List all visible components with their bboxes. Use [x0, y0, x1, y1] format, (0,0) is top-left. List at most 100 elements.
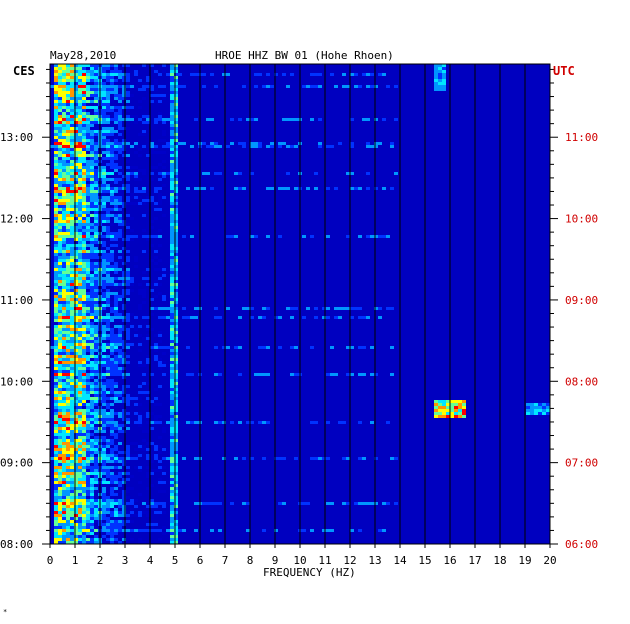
- spectrogram-cell: [74, 325, 78, 328]
- spectrogram-cell: [122, 283, 126, 286]
- spectrogram-cell: [106, 445, 110, 448]
- spectrogram-cell: [154, 388, 158, 391]
- spectrogram-cell: [82, 94, 86, 97]
- spectrogram-cell: [154, 523, 158, 526]
- spectrogram-cell: [74, 427, 78, 430]
- spectrogram-cell: [266, 307, 270, 310]
- spectrogram-cell: [106, 130, 110, 133]
- spectrogram-cell: [462, 403, 466, 406]
- spectrogram-cell: [74, 484, 78, 487]
- spectrogram-cell: [82, 265, 86, 268]
- spectrogram-cell: [162, 151, 166, 154]
- spectrogram-cell: [70, 376, 74, 379]
- spectrogram-cell: [106, 151, 110, 154]
- spectrogram-cell: [174, 298, 178, 301]
- spectrogram-cell: [110, 253, 114, 256]
- spectrogram-cell: [66, 373, 70, 376]
- spectrogram-cell: [86, 502, 90, 505]
- spectrogram-cell: [106, 202, 110, 205]
- spectrogram-cell: [58, 79, 62, 82]
- spectrogram-cell: [114, 88, 118, 91]
- spectrogram-cell: [106, 157, 110, 160]
- spectrogram-cell: [62, 322, 66, 325]
- spectrogram-cell: [162, 364, 166, 367]
- spectrogram-cell: [530, 412, 534, 415]
- spectrogram-cell: [102, 190, 106, 193]
- spectrogram-cell: [90, 142, 94, 145]
- spectrogram-cell: [82, 319, 86, 322]
- spectrogram-cell: [110, 340, 114, 343]
- spectrogram-cell: [66, 100, 70, 103]
- spectrogram-cell: [82, 166, 86, 169]
- spectrogram-cell: [54, 244, 58, 247]
- spectrogram-cell: [122, 460, 126, 463]
- spectrogram-cell: [86, 451, 90, 454]
- spectrogram-cell: [82, 400, 86, 403]
- spectrogram-cell: [74, 391, 78, 394]
- spectrogram-cell: [442, 412, 446, 415]
- spectrogram-cell: [118, 145, 122, 148]
- spectrogram-cell: [170, 316, 174, 319]
- spectrogram-cell: [54, 529, 58, 532]
- spectrogram-cell: [82, 337, 86, 340]
- spectrogram-cell: [66, 406, 70, 409]
- spectrogram-cell: [70, 475, 74, 478]
- spectrogram-cell: [94, 421, 98, 424]
- spectrogram-cell: [206, 502, 210, 505]
- spectrogram-cell: [106, 499, 110, 502]
- spectrogram-cell: [74, 112, 78, 115]
- spectrogram-cell: [86, 424, 90, 427]
- spectrogram-cell: [434, 73, 438, 76]
- spectrogram-cell: [158, 490, 162, 493]
- spectrogram-cell: [290, 373, 294, 376]
- spectrogram-cell: [74, 421, 78, 424]
- spectrogram-cell: [110, 433, 114, 436]
- spectrogram-cell: [458, 400, 462, 403]
- spectrogram-cell: [66, 76, 70, 79]
- spectrogram-cell: [82, 70, 86, 73]
- spectrogram-cell: [58, 298, 62, 301]
- spectrogram-cell: [54, 262, 58, 265]
- spectrogram-cell: [82, 160, 86, 163]
- spectrogram-cell: [90, 376, 94, 379]
- spectrogram-cell: [170, 469, 174, 472]
- spectrogram-cell: [54, 463, 58, 466]
- spectrogram-cell: [66, 268, 70, 271]
- spectrogram-cell: [62, 328, 66, 331]
- spectrogram-cell: [94, 211, 98, 214]
- spectrogram-cell: [126, 334, 130, 337]
- spectrogram-cell: [54, 85, 58, 88]
- spectrogram-cell: [58, 424, 62, 427]
- spectrogram-cell: [174, 163, 178, 166]
- spectrogram-cell: [166, 346, 170, 349]
- spectrogram-cell: [438, 403, 442, 406]
- spectrogram-cell: [174, 358, 178, 361]
- spectrogram-cell: [114, 427, 118, 430]
- spectrogram-cell: [146, 514, 150, 517]
- spectrogram-cell: [70, 490, 74, 493]
- spectrogram-cell: [74, 439, 78, 442]
- spectrogram-cell: [78, 136, 82, 139]
- spectrogram-cell: [358, 421, 362, 424]
- spectrogram-cell: [86, 421, 90, 424]
- spectrogram-cell: [254, 85, 258, 88]
- spectrogram-cell: [306, 307, 310, 310]
- spectrogram-cell: [74, 349, 78, 352]
- spectrogram-cell: [162, 118, 166, 121]
- spectrogram-cell: [54, 418, 58, 421]
- spectrogram-cell: [62, 73, 66, 76]
- spectrogram-cell: [170, 199, 174, 202]
- spectrogram-cell: [118, 133, 122, 136]
- spectrogram-cell: [94, 208, 98, 211]
- spectrogram-cell: [86, 532, 90, 535]
- spectrogram-cell: [106, 205, 110, 208]
- spectrogram-cell: [70, 427, 74, 430]
- spectrogram-cell: [82, 484, 86, 487]
- spectrogram-cell: [94, 382, 98, 385]
- spectrogram-cell: [130, 325, 134, 328]
- spectrogram-cell: [90, 487, 94, 490]
- spectrogram-cell: [74, 64, 78, 67]
- spectrogram-cell: [90, 307, 94, 310]
- spectrogram-cell: [262, 529, 266, 532]
- spectrogram-cell: [134, 256, 138, 259]
